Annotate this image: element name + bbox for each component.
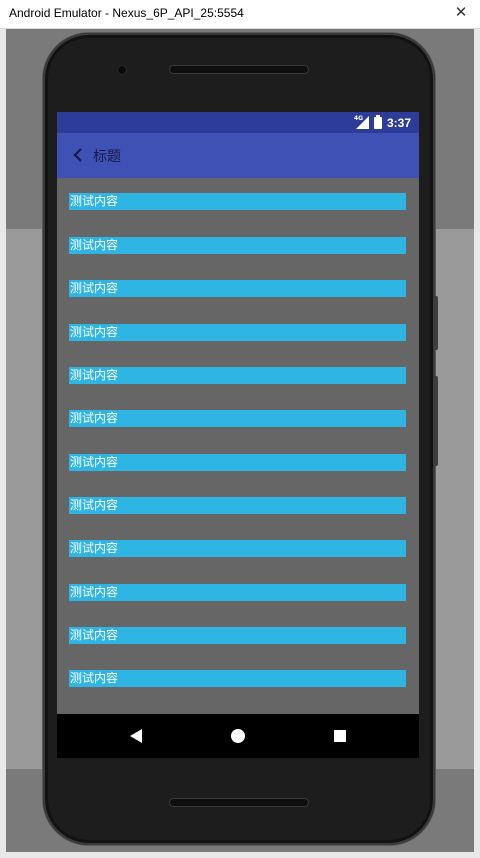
app-bar-title: 标题 [93, 149, 121, 165]
list-item[interactable]: 测试内容 [69, 367, 406, 384]
list-item[interactable]: 测试内容 [69, 454, 406, 471]
front-camera [118, 66, 126, 74]
list-item[interactable]: 测试内容 [69, 497, 406, 514]
battery-icon [373, 114, 382, 129]
square-recent-icon[interactable] [334, 730, 346, 742]
list-item[interactable]: 测试内容 [69, 280, 406, 297]
signal-icon: 4G [353, 115, 369, 129]
window-title: Android Emulator - Nexus_6P_API_25:5554 [9, 6, 244, 20]
status-bar: 4G 3:37 [57, 112, 419, 133]
window-titlebar: Android Emulator - Nexus_6P_API_25:5554 … [0, 0, 480, 29]
status-icons: 4G 3:37 [353, 114, 411, 130]
list-item[interactable]: 测试内容 [69, 670, 406, 687]
list-item[interactable]: 测试内容 [69, 193, 406, 210]
list-item[interactable]: 测试内容 [69, 584, 406, 601]
top-speaker [169, 65, 309, 74]
list-item[interactable]: 测试内容 [69, 627, 406, 644]
status-time: 3:37 [386, 115, 411, 130]
list-item[interactable]: 测试内容 [69, 324, 406, 341]
list-item[interactable]: 测试内容 [69, 410, 406, 427]
chevron-left-icon[interactable] [71, 147, 85, 163]
list-item[interactable]: 测试内容 [69, 237, 406, 254]
navigation-bar [57, 714, 419, 758]
circle-home-icon[interactable] [231, 729, 245, 743]
triangle-back-icon[interactable] [129, 729, 143, 743]
app-bar: 标题 [57, 133, 419, 178]
window-close-button[interactable]: ✕ [454, 3, 468, 21]
network-type: 4G [353, 115, 364, 122]
device-screen: 4G 3:37 标题 测试内容 测试内容 测试内容 测试内容 测试内容 测试内容… [57, 112, 419, 758]
power-button[interactable] [435, 296, 438, 350]
list-item[interactable]: 测试内容 [69, 540, 406, 557]
bottom-speaker [169, 798, 309, 807]
volume-button[interactable] [435, 376, 438, 466]
